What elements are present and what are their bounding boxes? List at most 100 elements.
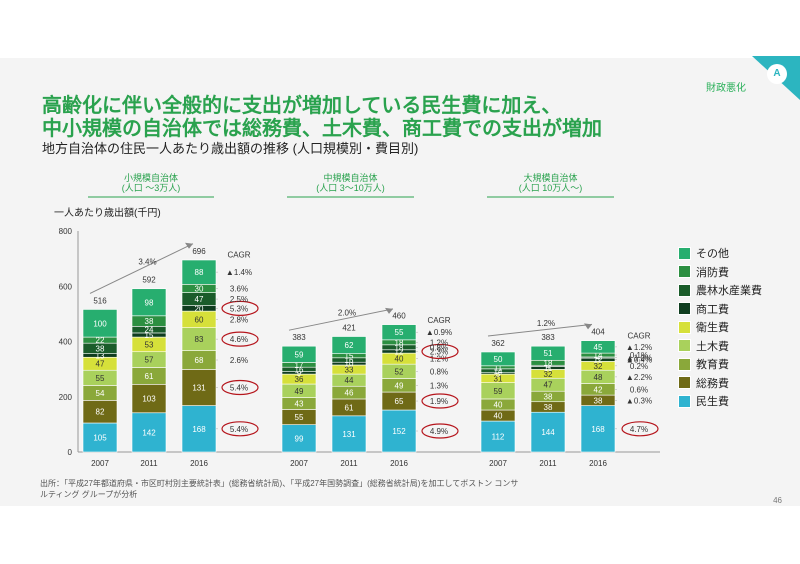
segment-value: 62 [345,341,354,350]
highlight-circle [221,421,259,437]
segment-value: 38 [594,396,603,405]
cagr-value: ▲1.2% [626,343,652,352]
legend-label: 商工費 [696,303,729,316]
legend-label: 農林水産業費 [696,285,762,298]
cagr-value: 2.8% [230,315,248,324]
group-subtitle: (人口 10万人～) [519,183,583,193]
segment-value: 88 [195,268,204,277]
segment-value: 57 [145,356,154,365]
group-title: 中規模自治体 [323,172,377,183]
bar-segment [331,336,367,354]
bar-segment [281,424,317,453]
highlight-circle [421,423,459,439]
bar-segment [381,409,417,453]
highlight-circle [221,331,259,347]
x-tick-label: 2007 [91,459,109,468]
legend-item: 土木費 [678,337,762,356]
growth-arrow [288,308,394,331]
segment-value: 15 [345,352,354,361]
page-subtitle: 地方自治体の住民一人あたり歳出額の推移 (人口規模別・費目別) [42,141,419,156]
y-tick-label: 200 [59,393,73,402]
segment-value: 31 [494,374,503,383]
bar-segment [131,412,167,453]
legend-label: 総務費 [696,377,729,390]
segment-value: 51 [544,349,553,358]
cagr-value: 5.4% [230,425,248,434]
segment-value: 40 [494,412,503,421]
page-number: 46 [773,496,782,505]
segment-value: 103 [142,395,156,404]
legend-item: 民生費 [678,392,762,411]
legend-item: 総務費 [678,374,762,393]
section-tag: 財政悪化 [706,83,746,94]
group-title: 大規模自治体 [523,172,577,183]
segment-value: 33 [345,366,354,375]
cagr-value: ▲2.2% [626,373,652,382]
segment-value: 12 [594,356,603,365]
segment-value: 10 [345,360,354,369]
segment-value: 15 [145,331,154,340]
segment-value: 46 [345,389,354,398]
segment-value: 83 [195,335,204,344]
cagr-value: 1.3% [430,381,448,390]
cagr-value: 4.6% [230,335,248,344]
y-axis-label: 一人あたり歳出額(千円) [54,206,161,219]
segment-value: 168 [591,425,605,434]
legend-swatch [678,394,691,408]
legend-item: その他 [678,244,762,263]
segment-value: 16 [295,365,304,374]
segment-value: 48 [594,373,603,382]
segment-value: 40 [395,355,404,364]
cagr-value: 1.2% [430,338,448,347]
legend-label: 教育費 [696,359,729,372]
segment-value: 12 [395,347,404,356]
cagr-value: 2.6% [230,356,248,365]
total-label: 383 [541,333,555,342]
section-badge: A [767,64,787,84]
cagr-value: 2.5% [230,295,248,304]
cagr-value: 4.7% [630,425,648,434]
cagr-header: CAGR [627,331,650,340]
cagr-value: 5.4% [230,383,248,392]
legend-swatch [678,265,691,279]
x-tick-label: 2011 [340,459,358,468]
cagr-value: ▲0.9% [426,328,452,337]
title-line-1: 高齢化に伴い全般的に支出が増加している民生費に加え、 [42,95,562,117]
cagr-value: 0.8% [430,343,448,352]
growth-arrowhead [185,242,193,249]
y-tick-label: 0 [68,448,73,457]
cagr-value: 5.3% [230,304,248,313]
segment-value: 18 [395,343,404,352]
legend-item: 衛生費 [678,318,762,337]
segment-value: 55 [96,374,105,383]
segment-value: 44 [345,376,354,385]
page-title: 高齢化に伴い全般的に支出が増加している民生費に加え、 中小規模の自治体では総務費… [42,95,602,141]
x-tick-label: 2016 [589,459,607,468]
segment-value: 61 [345,403,354,412]
segment-value: 47 [96,360,105,369]
segment-value: 98 [145,298,154,307]
cagr-value: 0.6% [630,385,648,394]
segment-value: 9 [297,369,302,378]
segment-value: 11 [494,363,503,372]
total-label: 516 [93,296,107,305]
bar-segment [530,345,566,361]
segment-value: 32 [594,362,603,371]
legend-swatch [678,357,691,371]
segment-value: 22 [96,336,105,345]
segment-value: 144 [541,428,555,437]
group-subtitle: (人口 ～3万人) [122,183,181,193]
growth-cagr: 2.0% [338,309,356,318]
legend-label: 土木費 [696,340,729,353]
segment-value: 131 [192,383,206,392]
bar-segment [131,288,167,317]
growth-cagr: 1.2% [537,319,555,328]
total-label: 460 [392,312,406,321]
cagr-header: CAGR [227,251,250,260]
group-title: 小規模自治体 [124,172,178,183]
cagr-value: 0.1% [630,351,648,360]
x-tick-label: 2011 [539,459,557,468]
segment-value: 4 [596,354,601,363]
segment-value: 47 [544,381,553,390]
